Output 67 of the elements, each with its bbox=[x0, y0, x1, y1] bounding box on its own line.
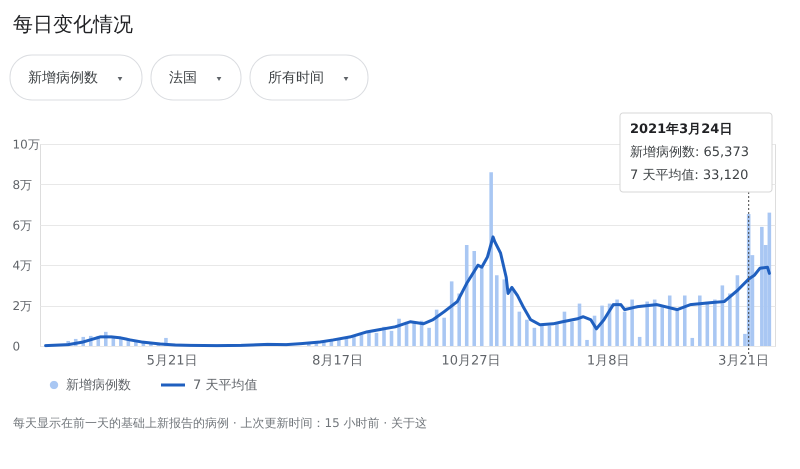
bar bbox=[450, 281, 454, 346]
bar bbox=[112, 338, 116, 346]
text: 所有时间 bbox=[268, 70, 324, 86]
text: 新增病例数 bbox=[28, 70, 98, 86]
bar bbox=[622, 312, 626, 346]
bar bbox=[374, 332, 378, 346]
y-tick-label: 8万 bbox=[12, 178, 32, 192]
bar bbox=[578, 304, 582, 346]
bar bbox=[532, 328, 536, 346]
bar bbox=[390, 330, 394, 346]
text: 2021年3月24日 bbox=[630, 122, 732, 137]
bar bbox=[668, 296, 672, 346]
bar bbox=[442, 318, 446, 346]
bar bbox=[682, 296, 687, 346]
bar bbox=[427, 328, 431, 346]
bar bbox=[768, 212, 772, 346]
legend-label: 7 天平均值 bbox=[193, 378, 258, 393]
x-tick-label: 1月8日 bbox=[586, 354, 630, 368]
bar bbox=[690, 338, 694, 346]
bar bbox=[706, 302, 710, 346]
bar bbox=[518, 312, 522, 346]
bar bbox=[698, 296, 702, 346]
y-tick-label: 10万 bbox=[12, 138, 40, 152]
bar bbox=[675, 310, 680, 346]
bar bbox=[630, 300, 634, 346]
bar bbox=[585, 340, 589, 346]
y-tick-label: 6万 bbox=[12, 218, 32, 232]
bar bbox=[562, 312, 566, 346]
legend-label: 新增病例数 bbox=[66, 378, 131, 393]
bar bbox=[472, 251, 476, 346]
bar bbox=[502, 279, 506, 346]
bar bbox=[660, 306, 664, 346]
x-tick-label: 10月27日 bbox=[441, 354, 501, 368]
bar bbox=[728, 293, 732, 346]
bar bbox=[645, 302, 649, 346]
bar bbox=[510, 289, 514, 346]
bar bbox=[412, 322, 416, 346]
bar bbox=[736, 275, 740, 346]
bar bbox=[615, 300, 619, 346]
line-series bbox=[44, 235, 771, 348]
bar bbox=[489, 172, 493, 346]
bar bbox=[638, 336, 642, 346]
bar bbox=[555, 324, 559, 346]
bar bbox=[720, 285, 724, 346]
x-tick-label: 5月21日 bbox=[146, 354, 198, 368]
bar bbox=[464, 245, 468, 346]
bar bbox=[570, 322, 574, 346]
x-tick-label: 3月21日 bbox=[718, 354, 769, 368]
bar bbox=[480, 265, 484, 346]
bar bbox=[760, 226, 764, 346]
bar bbox=[525, 320, 529, 346]
x-tick-label: 8月17日 bbox=[312, 354, 363, 368]
y-tick-label: 4万 bbox=[12, 258, 32, 273]
annotation: 7 天平均值: 33,120 bbox=[630, 168, 748, 183]
y-tick-label: 2万 bbox=[12, 299, 32, 314]
y-tick-label: 0 bbox=[12, 340, 20, 354]
text: 每天显示在前一天的基础上新报告的病例 · 上次更新时间：15 小时前 · 关于这 bbox=[13, 416, 427, 430]
bar bbox=[360, 334, 364, 346]
bar bbox=[495, 275, 499, 346]
bar bbox=[652, 300, 656, 346]
chart-title: 每日变化情况 bbox=[13, 12, 133, 36]
bar bbox=[548, 326, 552, 346]
bar bbox=[337, 340, 341, 346]
text: 法国 bbox=[169, 70, 197, 86]
bar bbox=[713, 300, 717, 346]
annotation: 新增病例数: 65,373 bbox=[630, 145, 749, 160]
bar bbox=[367, 332, 371, 346]
